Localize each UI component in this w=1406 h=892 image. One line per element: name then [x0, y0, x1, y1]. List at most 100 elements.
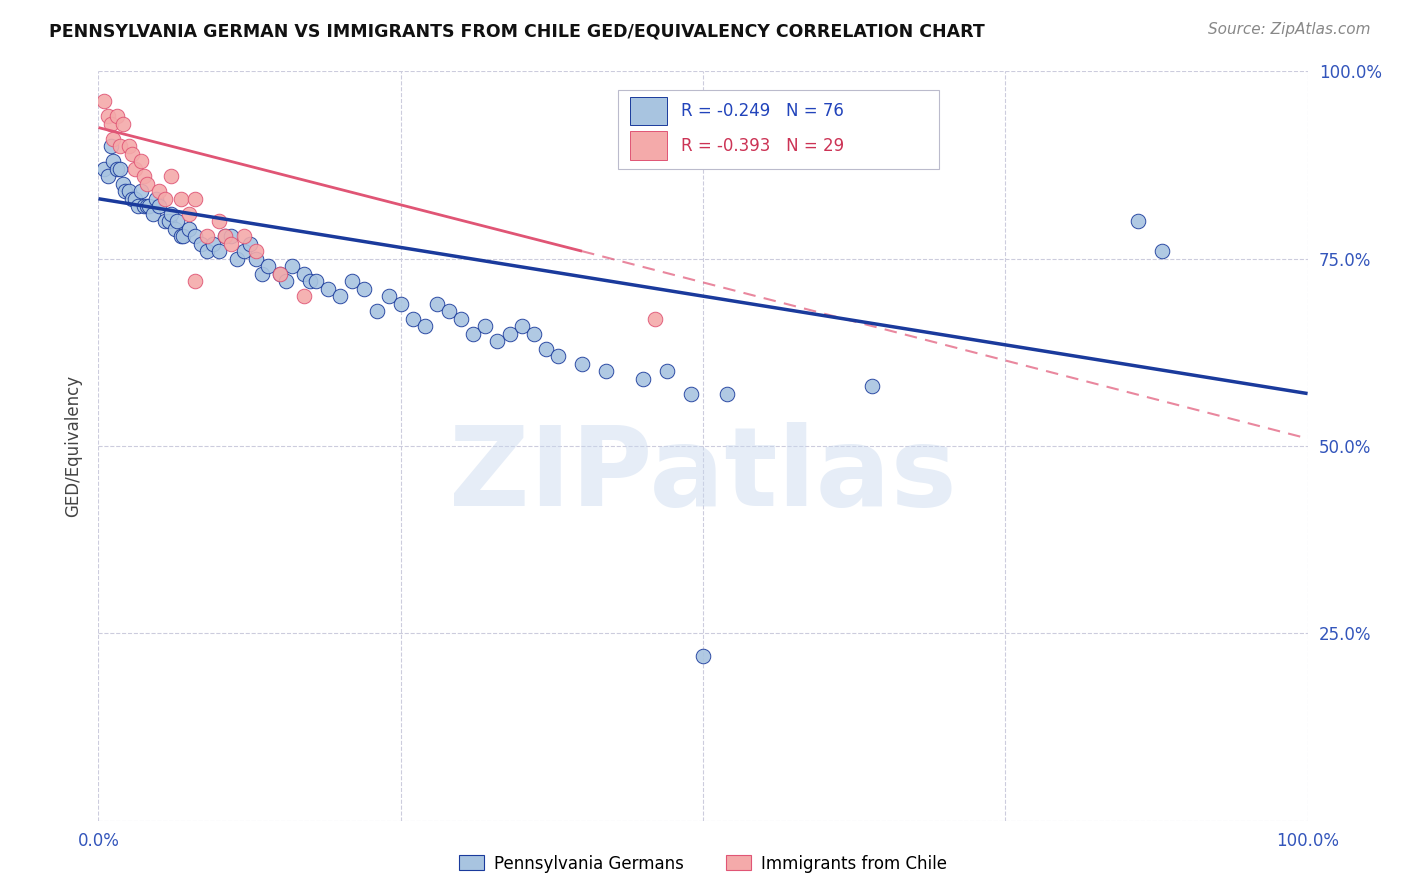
- Text: ZIPatlas: ZIPatlas: [449, 423, 957, 530]
- Point: [163, 221, 186, 235]
- Point: [134, 199, 156, 213]
- Point: [129, 154, 152, 169]
- Point: [486, 334, 509, 348]
- Point: [179, 207, 201, 221]
- Point: [510, 319, 533, 334]
- Point: [108, 161, 131, 176]
- Point: [232, 244, 254, 259]
- Point: [145, 192, 167, 206]
- Point: [644, 311, 666, 326]
- Point: [269, 267, 291, 281]
- Point: [571, 357, 593, 371]
- Point: [214, 229, 236, 244]
- Point: [426, 296, 449, 310]
- Point: [202, 236, 225, 251]
- Point: [138, 199, 160, 213]
- Point: [214, 229, 236, 244]
- Point: [160, 169, 183, 184]
- Point: [195, 244, 218, 259]
- Point: [232, 229, 254, 244]
- Point: [93, 95, 115, 109]
- Point: [221, 236, 243, 251]
- Point: [474, 319, 496, 334]
- Point: [135, 177, 157, 191]
- Point: [190, 236, 212, 251]
- Point: [655, 364, 678, 378]
- Point: [105, 109, 128, 123]
- FancyBboxPatch shape: [630, 97, 666, 125]
- Point: [269, 267, 291, 281]
- Text: R = -0.249   N = 76: R = -0.249 N = 76: [682, 102, 844, 120]
- Point: [153, 192, 176, 206]
- Point: [148, 184, 170, 198]
- Point: [129, 184, 152, 198]
- Point: [679, 386, 702, 401]
- Point: [221, 229, 243, 244]
- Point: [631, 371, 654, 385]
- Point: [342, 274, 364, 288]
- Point: [274, 274, 297, 288]
- Point: [118, 139, 141, 153]
- Point: [239, 236, 262, 251]
- Legend: Pennsylvania Germans, Immigrants from Chile: Pennsylvania Germans, Immigrants from Ch…: [453, 848, 953, 880]
- Point: [97, 109, 120, 123]
- FancyBboxPatch shape: [619, 90, 939, 169]
- Point: [1128, 214, 1150, 228]
- Point: [595, 364, 617, 378]
- Point: [97, 169, 120, 184]
- Point: [153, 214, 176, 228]
- Point: [135, 199, 157, 213]
- Point: [292, 267, 315, 281]
- Point: [716, 386, 738, 401]
- Point: [184, 229, 207, 244]
- Point: [450, 311, 472, 326]
- Point: [692, 648, 714, 663]
- Point: [127, 199, 149, 213]
- Point: [105, 161, 128, 176]
- FancyBboxPatch shape: [630, 131, 666, 160]
- Point: [437, 304, 460, 318]
- Y-axis label: GED/Equivalency: GED/Equivalency: [65, 375, 83, 517]
- Point: [166, 214, 188, 228]
- Point: [256, 259, 278, 273]
- Point: [157, 214, 180, 228]
- Point: [124, 192, 146, 206]
- Point: [111, 177, 134, 191]
- Point: [534, 342, 557, 356]
- Point: [124, 161, 146, 176]
- Point: [121, 192, 143, 206]
- Text: PENNSYLVANIA GERMAN VS IMMIGRANTS FROM CHILE GED/EQUIVALENCY CORRELATION CHART: PENNSYLVANIA GERMAN VS IMMIGRANTS FROM C…: [49, 22, 986, 40]
- Point: [208, 244, 231, 259]
- Point: [172, 229, 194, 244]
- Point: [160, 207, 183, 221]
- Point: [169, 229, 191, 244]
- Point: [366, 304, 388, 318]
- Point: [142, 207, 165, 221]
- Point: [316, 282, 339, 296]
- Point: [121, 146, 143, 161]
- Point: [169, 192, 191, 206]
- Point: [250, 267, 273, 281]
- Point: [1152, 244, 1174, 259]
- Point: [305, 274, 328, 288]
- Text: R = -0.393   N = 29: R = -0.393 N = 29: [682, 136, 845, 154]
- Point: [463, 326, 485, 341]
- Point: [281, 259, 304, 273]
- Point: [101, 132, 124, 146]
- Point: [100, 139, 122, 153]
- Point: [134, 169, 156, 184]
- Point: [101, 154, 124, 169]
- Point: [100, 117, 122, 131]
- Point: [108, 139, 131, 153]
- Point: [245, 252, 267, 266]
- Text: Source: ZipAtlas.com: Source: ZipAtlas.com: [1208, 22, 1371, 37]
- Point: [245, 244, 267, 259]
- Point: [179, 221, 201, 235]
- Point: [523, 326, 546, 341]
- Point: [184, 192, 207, 206]
- Point: [148, 199, 170, 213]
- Point: [226, 252, 249, 266]
- Point: [118, 184, 141, 198]
- Point: [377, 289, 399, 303]
- Point: [547, 349, 569, 363]
